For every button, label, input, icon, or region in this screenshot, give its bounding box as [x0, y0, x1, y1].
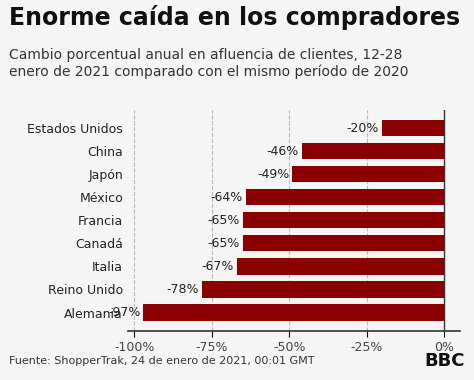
- Text: Enorme caída en los compradores: Enorme caída en los compradores: [9, 5, 461, 30]
- Text: -64%: -64%: [210, 191, 243, 204]
- Text: -20%: -20%: [347, 122, 379, 135]
- Bar: [243, 212, 444, 228]
- Bar: [243, 235, 444, 252]
- Text: -46%: -46%: [266, 145, 299, 158]
- Bar: [292, 166, 444, 182]
- Bar: [382, 120, 444, 136]
- Text: -49%: -49%: [257, 168, 289, 181]
- Text: -65%: -65%: [207, 214, 240, 227]
- Bar: [202, 282, 444, 298]
- Text: Fuente: ShopperTrak, 24 de enero de 2021, 00:01 GMT: Fuente: ShopperTrak, 24 de enero de 2021…: [9, 356, 315, 366]
- Text: -78%: -78%: [167, 283, 199, 296]
- Bar: [246, 189, 444, 206]
- Text: -67%: -67%: [201, 260, 233, 273]
- Text: BBC: BBC: [424, 352, 465, 370]
- Bar: [144, 304, 444, 321]
- Bar: [237, 258, 444, 274]
- Bar: [301, 143, 444, 159]
- Text: Cambio porcentual anual en afluencia de clientes, 12-28
enero de 2021 comparado : Cambio porcentual anual en afluencia de …: [9, 48, 409, 79]
- Text: -65%: -65%: [207, 237, 240, 250]
- Text: -97%: -97%: [108, 306, 140, 319]
